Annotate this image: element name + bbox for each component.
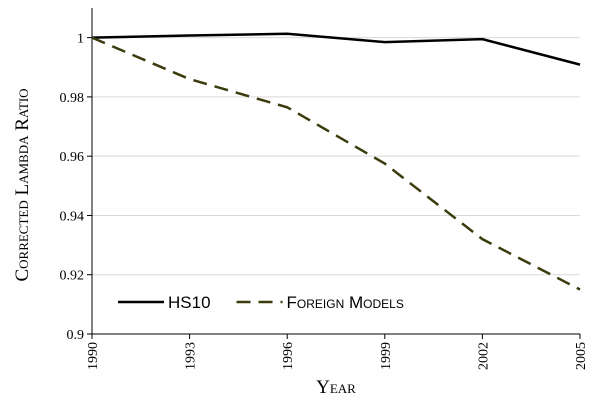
x-tick-label: 1996 xyxy=(281,342,296,370)
x-tick-label: 1999 xyxy=(379,342,394,370)
y-tick-label: 0.96 xyxy=(60,150,85,165)
legend-label: Foreign Models xyxy=(287,293,404,312)
y-axis-title: Corrected Lambda Ratio xyxy=(12,88,33,281)
legend-label: HS10 xyxy=(168,293,211,312)
x-tick-label: 1990 xyxy=(86,342,101,370)
y-tick-label: 0.92 xyxy=(60,269,85,284)
x-axis-title: Year xyxy=(316,377,356,398)
x-tick-label: 2005 xyxy=(574,342,589,370)
y-tick-label: 0.94 xyxy=(60,209,85,224)
series-line xyxy=(91,36,581,291)
y-tick-label: 0.98 xyxy=(60,91,85,106)
y-tick-label: 1 xyxy=(77,32,84,47)
series-line xyxy=(91,32,581,66)
x-tick-label: 2002 xyxy=(476,342,491,370)
x-tick-label: 1993 xyxy=(184,342,199,370)
y-tick-label: 0.9 xyxy=(67,328,85,343)
